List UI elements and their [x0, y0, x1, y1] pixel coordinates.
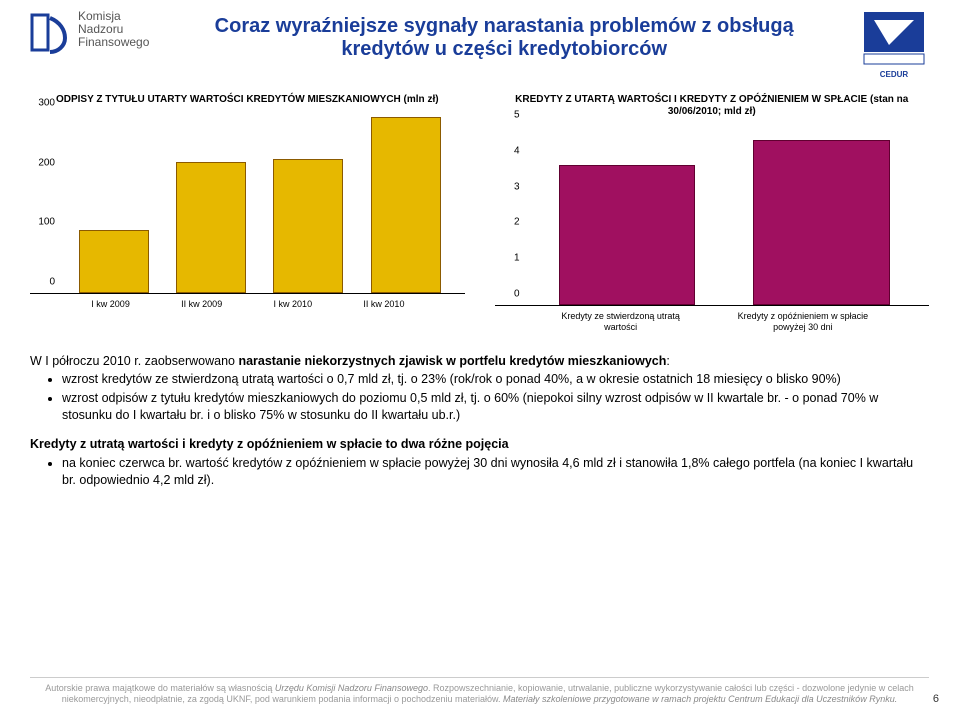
- cedur-label: CEDUR: [859, 70, 929, 79]
- bar: [273, 159, 343, 293]
- footer-em2: Materiały szkoleniowe przygotowane w ram…: [503, 694, 897, 704]
- chart-left: ODPISY Z TYTUŁU UTARTY WARTOŚCI KREDYTÓW…: [30, 94, 465, 333]
- ytick: 4: [514, 145, 520, 156]
- ytick: 100: [38, 217, 55, 228]
- bar: [559, 165, 695, 305]
- knf-line3: Finansowego: [78, 36, 149, 49]
- cedur-icon: [859, 10, 929, 65]
- bullet-item: na koniec czerwca br. wartość kredytów z…: [62, 455, 929, 489]
- xtick: I kw 2009: [70, 299, 150, 310]
- chart-left-title: ODPISY Z TYTUŁU UTARTY WARTOŚCI KREDYTÓW…: [30, 94, 465, 106]
- bullet-item: wzrost kredytów ze stwierdzoną utratą wa…: [62, 371, 929, 388]
- ytick: 1: [514, 253, 520, 264]
- footer-t1: Autorskie prawa majątkowe do materiałów …: [45, 683, 275, 693]
- ytick: 5: [514, 110, 520, 121]
- xtick: II kw 2009: [162, 299, 242, 310]
- footer: Autorskie prawa majątkowe do materiałów …: [30, 677, 929, 705]
- ytick: 0: [514, 289, 520, 300]
- para1-bold: narastanie niekorzystnych zjawisk w port…: [238, 354, 666, 368]
- xtick: I kw 2010: [253, 299, 333, 310]
- page-number: 6: [933, 693, 939, 705]
- paragraph-1: W I półroczu 2010 r. zaobserwowano naras…: [30, 353, 929, 425]
- logo-cedur: CEDUR: [859, 10, 929, 79]
- bar: [753, 140, 889, 305]
- bar: [79, 230, 149, 293]
- logo-knf: Komisja Nadzoru Finansowego: [30, 10, 149, 55]
- bar: [371, 117, 441, 293]
- ytick: 3: [514, 181, 520, 192]
- ytick: 2: [514, 217, 520, 228]
- ytick: 300: [38, 98, 55, 109]
- paragraph-2: Kredyty z utratą wartości i kredyty z op…: [30, 436, 929, 489]
- knf-icon: [30, 10, 70, 55]
- xtick: II kw 2010: [344, 299, 424, 310]
- chart-right: KREDYTY Z UTARTĄ WARTOŚCI I KREDYTY Z OP…: [495, 94, 930, 333]
- chart-right-title: KREDYTY Z UTARTĄ WARTOŚCI I KREDYTY Z OP…: [495, 94, 930, 118]
- footer-em1: Urzędu Komisji Nadzoru Finansowego: [275, 683, 428, 693]
- para1-tail: :: [666, 354, 669, 368]
- bullet-item: wzrost odpisów z tytułu kredytów mieszka…: [62, 390, 929, 424]
- ytick: 0: [49, 277, 55, 288]
- para2-bold: Kredyty z utratą wartości i kredyty z op…: [30, 437, 509, 451]
- xtick: Kredyty ze stwierdzoną utratą wartości: [548, 311, 694, 333]
- slide-title: Coraz wyraźniejsze sygnały narastania pr…: [169, 10, 839, 61]
- ytick: 200: [38, 157, 55, 168]
- para1-lead: W I półroczu 2010 r. zaobserwowano: [30, 354, 238, 368]
- bar: [176, 162, 246, 293]
- xtick: Kredyty z opóźnieniem w spłacie powyżej …: [730, 311, 876, 333]
